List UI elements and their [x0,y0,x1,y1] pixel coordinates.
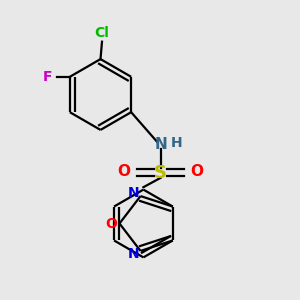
Text: N: N [128,186,140,200]
Text: O: O [190,164,203,179]
Text: O: O [118,164,130,179]
Text: O: O [105,217,117,230]
Text: S: S [154,164,167,181]
Text: F: F [43,70,53,84]
Text: N: N [128,247,140,261]
Text: H: H [170,136,182,150]
Text: Cl: Cl [94,26,110,40]
Text: N: N [154,137,167,152]
